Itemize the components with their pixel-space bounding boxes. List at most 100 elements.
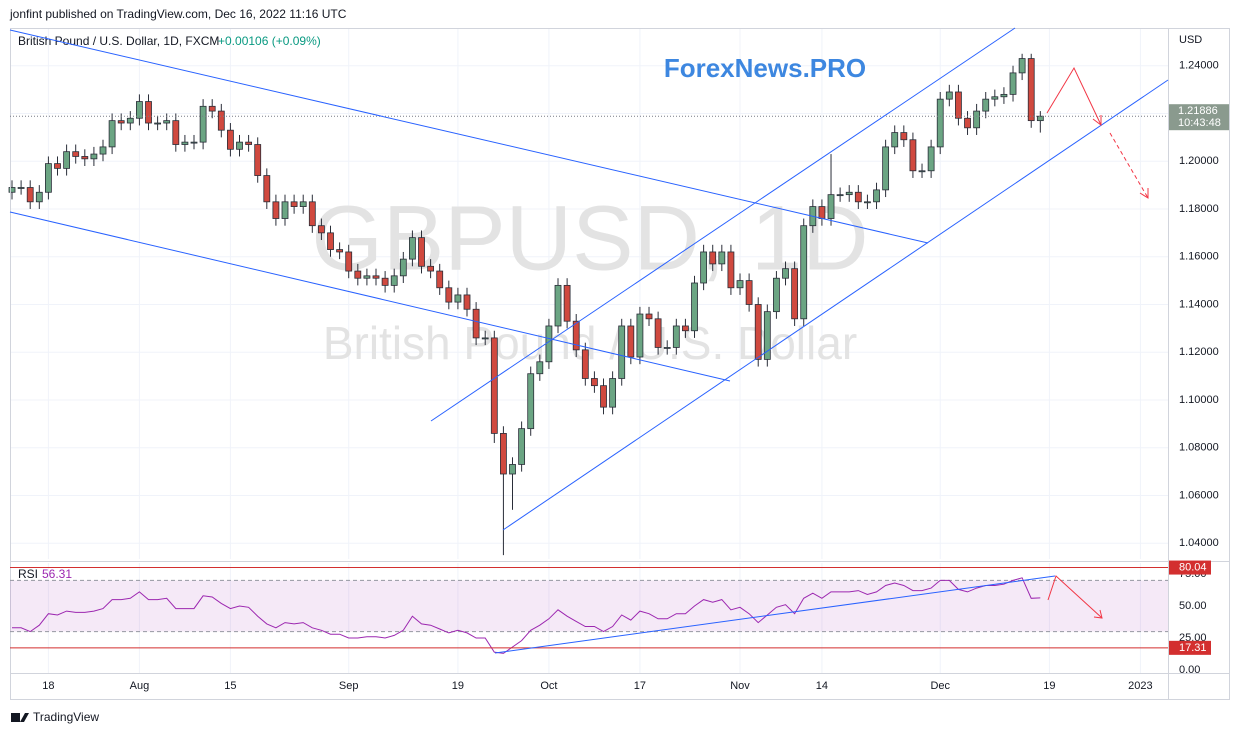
candle-body: [782, 268, 789, 279]
candle-body: [836, 194, 844, 197]
y-tick-label: 1.24000: [1179, 60, 1219, 72]
candle-body: [763, 311, 771, 360]
candle-body: [263, 175, 271, 203]
candle-body: [636, 313, 644, 358]
candle-body: [773, 277, 780, 313]
forecast-arrows: [1046, 66, 1149, 619]
candle-body: [700, 251, 708, 284]
indicator-name: RSI: [18, 567, 38, 581]
candle-body: [409, 237, 416, 260]
candle-body: [35, 191, 43, 203]
candle-body: [463, 294, 471, 310]
y-tick-label: 1.10000: [1179, 394, 1219, 406]
arrow-head: [1093, 609, 1103, 619]
candle-body: [1036, 115, 1044, 122]
x-tick-label: Oct: [540, 680, 557, 692]
footer: TradingView: [33, 710, 99, 724]
trendline: [9, 29, 929, 244]
candle-body: [163, 120, 171, 124]
hline-label: 80.04: [1179, 561, 1207, 573]
candle-body: [955, 91, 962, 119]
candle-body: [1009, 72, 1017, 95]
candle-body: [490, 337, 498, 434]
candle-body: [336, 249, 344, 253]
arrow-dashed: [1109, 132, 1149, 199]
candle-body: [472, 308, 480, 339]
candle-body: [54, 163, 61, 169]
candle-body: [500, 433, 507, 475]
rsi-band: [10, 580, 1168, 632]
candle-body: [290, 201, 298, 207]
candle-body: [208, 105, 216, 112]
y-tick-label: 1.04000: [1179, 537, 1219, 549]
candle-body: [136, 101, 143, 119]
trendline: [502, 79, 1169, 531]
candle-body: [827, 194, 835, 219]
candle-body: [973, 110, 981, 129]
candle-body: [436, 270, 444, 289]
candle-body: [572, 320, 580, 351]
candle-body: [299, 201, 307, 207]
axis-label: USD: [1179, 34, 1202, 46]
x-tick-label: 2023: [1128, 680, 1152, 692]
candle-body: [227, 129, 234, 150]
candle-body: [563, 284, 571, 322]
x-tick-label: 17: [634, 680, 646, 692]
candle-body: [900, 132, 908, 141]
candle-body: [936, 98, 944, 148]
candle-body: [363, 275, 371, 279]
candle-body: [909, 139, 917, 172]
y-tick-label: 1.06000: [1179, 489, 1219, 501]
trendline: [494, 575, 1056, 654]
trendlines: [9, 27, 1169, 654]
candle-body: [354, 270, 362, 279]
candle-body: [509, 464, 516, 475]
arrow: [1046, 66, 1102, 126]
rsi-line: [12, 577, 1041, 654]
candle-body: [591, 378, 598, 387]
candle-body: [272, 201, 280, 219]
candle-body: [318, 225, 325, 234]
y-tick-label: 1.20000: [1179, 155, 1219, 167]
candle-body: [8, 187, 16, 193]
indicator-value: 56.31: [42, 567, 72, 581]
candle-body: [991, 96, 999, 100]
frame: [10, 28, 1230, 700]
candle-body: [736, 280, 744, 289]
candle-body: [26, 187, 34, 203]
x-tick-label: Dec: [930, 680, 950, 692]
candle-body: [1000, 93, 1008, 98]
candle-body: [154, 122, 162, 125]
candle-body: [600, 385, 607, 408]
candle-body: [654, 318, 662, 348]
candle-body: [90, 153, 98, 160]
candle-body: [1027, 58, 1035, 122]
candle-body: [964, 117, 971, 129]
y-tick-label: 1.14000: [1179, 298, 1219, 310]
annotation: ForexNews.PRO: [664, 53, 866, 83]
border: [10, 28, 1230, 700]
candle-body: [627, 325, 635, 358]
candle-body: [727, 251, 735, 289]
candles: [8, 53, 1044, 556]
x-tick-label: 14: [816, 680, 828, 692]
candle-body: [545, 325, 553, 363]
candle-body: [45, 163, 52, 193]
hline-label: 17.31: [1179, 642, 1207, 654]
legend-symbol: British Pound / U.S. Dollar, 1D, FXCM: [18, 34, 219, 48]
candle-body: [281, 201, 289, 219]
candle-body: [691, 282, 698, 332]
candle-body: [199, 105, 207, 143]
candle-body: [190, 141, 198, 144]
candle-body: [527, 373, 535, 430]
candle-body: [618, 325, 626, 379]
candle-body: [754, 304, 762, 360]
candle-body: [800, 225, 808, 320]
candle-body: [982, 98, 990, 112]
candle-body: [845, 191, 853, 196]
last-price-label: 1.21886: [1178, 105, 1218, 117]
candle-body: [663, 347, 671, 349]
candle-body: [63, 151, 71, 169]
